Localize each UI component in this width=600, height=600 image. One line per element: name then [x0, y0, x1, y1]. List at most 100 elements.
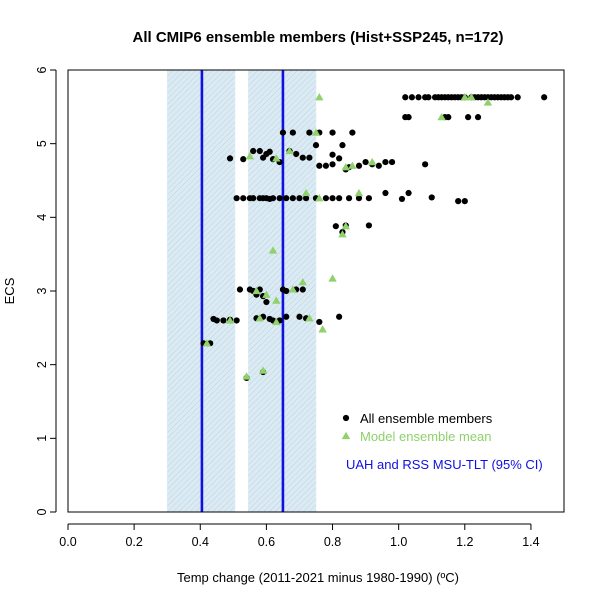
member-point [507, 94, 515, 101]
y-tick-label: 6 [35, 66, 49, 73]
y-axis-label: ECS [2, 277, 17, 304]
member-point [306, 154, 313, 161]
x-tick-label: 0.8 [324, 535, 341, 549]
member-point [250, 195, 257, 202]
mean-point [288, 285, 298, 293]
member-point [415, 94, 422, 101]
mean-point [328, 274, 337, 282]
member-point [514, 94, 521, 101]
data-points [200, 93, 548, 382]
member-point [283, 195, 290, 202]
member-point [312, 142, 320, 149]
member-point [236, 286, 244, 293]
member-point [382, 158, 389, 166]
legend-obs-label: UAH and RSS MSU-TLT (95% CI) [346, 457, 543, 472]
member-point [226, 155, 234, 162]
member-point [336, 195, 343, 202]
y-tick-label: 2 [35, 361, 49, 368]
mean-point [298, 277, 307, 286]
member-point [266, 148, 273, 155]
mean-point [272, 317, 281, 326]
member-point [461, 198, 468, 205]
mean-point [311, 128, 321, 136]
member-point [322, 195, 330, 202]
member-point [422, 161, 429, 168]
member-point [329, 129, 336, 136]
member-point [233, 317, 240, 324]
mean-point [255, 314, 264, 322]
member-point [465, 114, 472, 121]
member-point [329, 195, 336, 202]
x-axis: 0.0 0.2 0.4 0.6 0.8 1.0 1.2 1.4 [59, 523, 540, 549]
member-point [375, 162, 382, 169]
mean-point [225, 316, 235, 324]
member-point [339, 142, 346, 149]
y-tick-label: 1 [35, 435, 49, 442]
mean-point [354, 188, 364, 197]
mean-point [252, 286, 261, 295]
x-tick-label: 1.2 [456, 535, 473, 549]
mean-point [318, 325, 327, 333]
mean-point [262, 290, 271, 298]
legend-mean-marker [341, 431, 351, 440]
member-point [382, 189, 389, 197]
mean-point [368, 157, 377, 166]
member-point [283, 313, 290, 320]
member-point [345, 195, 353, 202]
member-point [276, 195, 283, 202]
mean-point [341, 163, 350, 171]
legend-mean-label: Model ensemble mean [360, 429, 492, 444]
chart-title: All CMIP6 ensemble members (Hist+SSP245,… [133, 29, 504, 46]
member-point [296, 195, 303, 202]
x-tick-label: 0.2 [125, 535, 142, 549]
member-point [289, 129, 296, 136]
member-point [405, 114, 412, 121]
x-axis-label: Temp change (2011-2021 minus 1980-1990) … [177, 570, 459, 585]
mean-point [460, 93, 469, 101]
member-point [279, 129, 287, 136]
member-point [256, 147, 263, 155]
member-point [316, 318, 323, 326]
member-point [428, 194, 435, 201]
x-tick-label: 0.6 [258, 535, 275, 549]
mean-point [315, 93, 324, 101]
mean-point [242, 372, 251, 380]
member-point [299, 286, 306, 293]
member-point [445, 114, 452, 121]
member-point [316, 162, 323, 169]
mean-point [348, 161, 357, 169]
member-point [269, 195, 277, 202]
y-tick-label: 3 [35, 287, 49, 294]
member-point [213, 317, 220, 324]
member-point [263, 298, 270, 306]
member-point [332, 223, 339, 230]
member-point [388, 158, 396, 166]
x-tick-label: 0.0 [59, 535, 76, 549]
member-point [398, 195, 406, 203]
member-point [220, 317, 227, 324]
member-point [302, 195, 310, 202]
member-point [296, 313, 303, 320]
member-point [402, 94, 409, 101]
member-point [362, 158, 369, 166]
member-point [365, 195, 373, 202]
mean-point [483, 98, 493, 106]
plot-frame [67, 69, 565, 513]
member-point [474, 114, 482, 121]
member-point [405, 189, 412, 197]
mean-point [341, 221, 350, 230]
member-point [349, 129, 356, 136]
mean-point [258, 366, 268, 374]
mean-point [285, 146, 294, 155]
member-point [322, 162, 330, 169]
member-point [365, 222, 373, 229]
member-point [250, 147, 257, 155]
legend-member-label: All ensemble members [360, 411, 493, 426]
mean-point [268, 246, 278, 254]
y-tick-label: 5 [35, 140, 49, 147]
y-tick-label: 0 [35, 508, 49, 515]
mean-point [245, 151, 255, 160]
member-point [355, 195, 363, 202]
legend: All ensemble members Model ensemble mean U… [341, 411, 543, 472]
